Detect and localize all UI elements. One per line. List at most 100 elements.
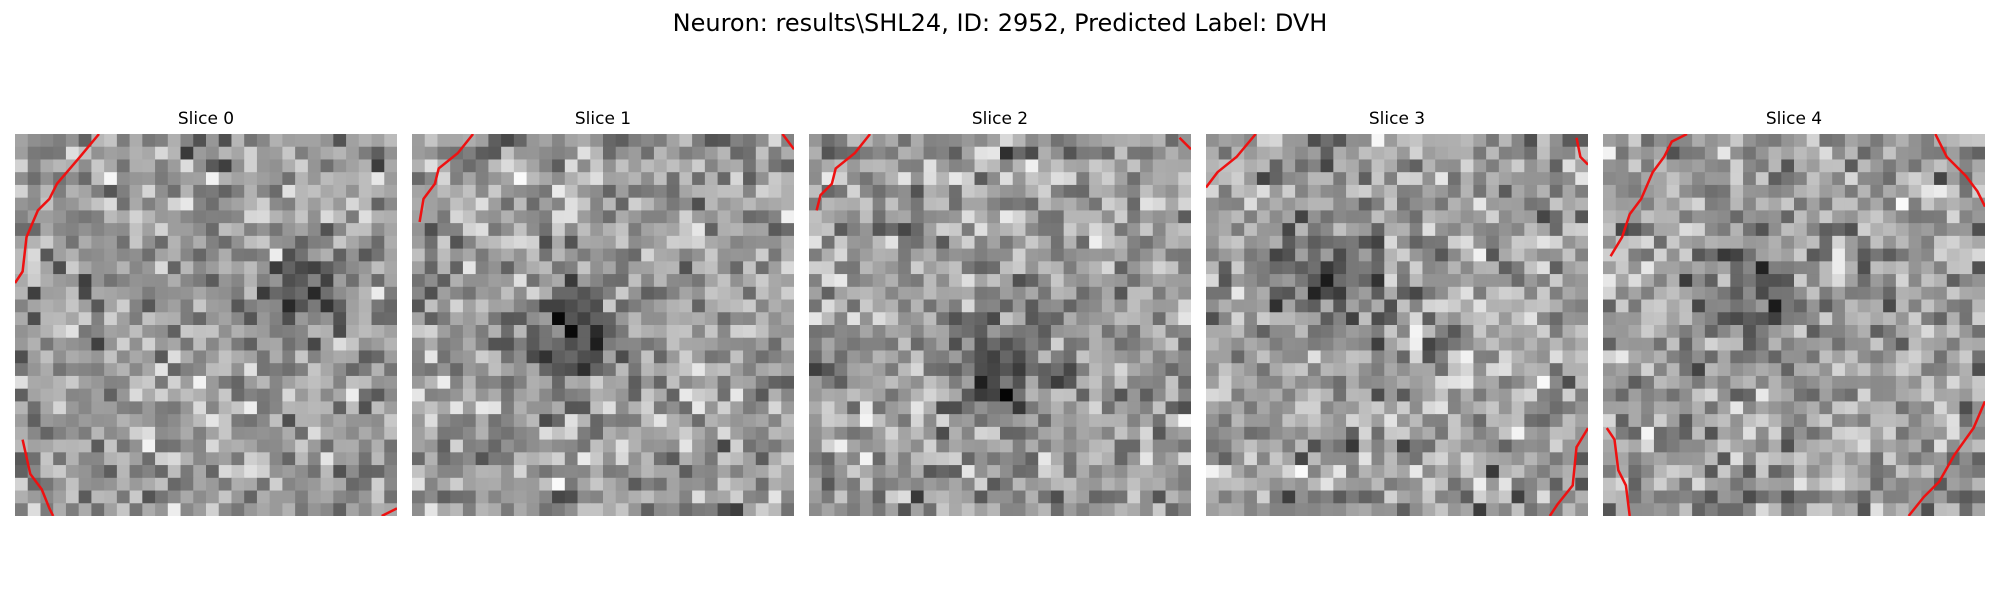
pixel-cell: [1704, 439, 1719, 453]
pixel-cell: [1832, 210, 1846, 224]
pixel-cell: [53, 197, 67, 211]
pixel-cell: [1743, 350, 1757, 364]
pixel-cell: [1743, 439, 1757, 453]
pixel-cell: [1231, 223, 1245, 237]
pixel-cell: [936, 172, 950, 186]
neuron-outline: [1907, 400, 1985, 516]
pixel-cell: [501, 286, 515, 301]
pixel-cell: [834, 325, 848, 339]
pixel-cell: [1832, 299, 1846, 313]
pixel-cell: [679, 375, 693, 390]
pixel-cell: [564, 172, 579, 186]
pixel-cell: [847, 401, 861, 415]
pixel-cell: [1806, 159, 1820, 173]
pixel-cell: [768, 223, 782, 237]
pixel-cell: [1076, 134, 1090, 148]
pixel-cell: [755, 490, 770, 504]
pixel-cell: [488, 401, 502, 415]
pixel-cell: [1806, 312, 1820, 326]
pixel-cell: [1206, 375, 1220, 390]
pixel-cell: [1140, 134, 1154, 148]
pixel-cell: [1641, 235, 1655, 250]
pixel-cell: [1743, 414, 1757, 428]
pixel-cell: [1794, 134, 1808, 148]
pixel-cell: [1152, 503, 1167, 516]
pixel-cell: [526, 414, 540, 428]
pixel-cell: [244, 159, 258, 173]
pixel-cell: [936, 503, 950, 516]
pixel-cell: [847, 439, 861, 453]
pixel-cell: [1346, 477, 1360, 492]
pixel-cell: [412, 312, 426, 326]
pixel-cell: [1832, 286, 1846, 301]
pixel-cell: [333, 452, 347, 466]
pixel-cell: [1692, 401, 1706, 415]
pixel-cell: [834, 248, 848, 262]
pixel-cell: [1511, 184, 1525, 199]
pixel-cell: [218, 248, 232, 262]
pixel-cell: [501, 223, 515, 237]
pixel-cell: [564, 146, 579, 160]
pixel-cell: [1537, 375, 1551, 390]
pixel-cell: [847, 134, 861, 148]
pixel-cell: [910, 159, 925, 173]
pixel-cell: [1050, 426, 1065, 441]
pixel-cell: [104, 184, 118, 199]
pixel-cell: [1743, 363, 1757, 377]
pixel-cell: [1562, 426, 1576, 441]
pixel-cell: [1435, 375, 1449, 390]
pixel-cell: [1562, 261, 1576, 275]
pixel-cell: [1870, 184, 1884, 199]
pixel-cell: [1908, 248, 1922, 262]
pixel-cell: [78, 414, 92, 428]
pixel-cell: [1256, 261, 1271, 275]
pixel-cell: [910, 184, 925, 199]
pixel-cell: [1628, 312, 1642, 326]
pixel-cell: [513, 465, 528, 479]
pixel-cell: [1244, 439, 1258, 453]
pixel-cell: [1844, 274, 1859, 288]
pixel-cell: [320, 426, 334, 441]
pixel-cell: [1883, 172, 1897, 186]
pixel-cell: [526, 465, 540, 479]
pixel-cell: [1320, 401, 1334, 415]
pixel-cell: [936, 286, 950, 301]
pixel-cell: [155, 159, 169, 173]
pixel-cell: [847, 337, 861, 351]
pixel-cell: [1857, 503, 1871, 516]
pixel-cell: [1921, 439, 1935, 453]
pixel-cell: [256, 248, 271, 262]
pixel-cell: [371, 146, 385, 160]
pixel-cell: [412, 235, 426, 250]
pixel-cell: [847, 414, 861, 428]
pixel-cell: [1549, 465, 1564, 479]
pixel-cell: [577, 452, 591, 466]
pixel-cell: [1628, 184, 1642, 199]
pixel-cell: [1244, 375, 1258, 390]
pixel-cell: [1165, 172, 1179, 186]
pixel-cell: [552, 414, 566, 428]
pixel-cell: [1781, 197, 1795, 211]
pixel-cell: [1549, 401, 1564, 415]
pixel-cell: [1857, 261, 1871, 275]
pixel-cell: [320, 261, 334, 275]
pixel-cell: [475, 363, 489, 377]
pixel-cell: [821, 235, 835, 250]
pixel-cell: [781, 401, 794, 415]
pixel-cell: [1768, 172, 1782, 186]
pixel-cell: [1089, 350, 1103, 364]
pixel-cell: [358, 223, 373, 237]
pixel-cell: [577, 235, 591, 250]
pixel-cell: [1743, 223, 1757, 237]
pixel-cell: [65, 388, 80, 402]
pixel-cell: [755, 452, 770, 466]
pixel-cell: [1447, 401, 1462, 415]
pixel-cell: [1101, 274, 1116, 288]
pixel-cell: [65, 210, 80, 224]
pixel-cell: [1206, 134, 1220, 148]
pixel-cell: [974, 363, 988, 377]
pixel-cell: [1857, 197, 1871, 211]
pixel-cell: [231, 146, 245, 160]
pixel-cell: [1692, 414, 1706, 428]
pixel-cell: [104, 146, 118, 160]
